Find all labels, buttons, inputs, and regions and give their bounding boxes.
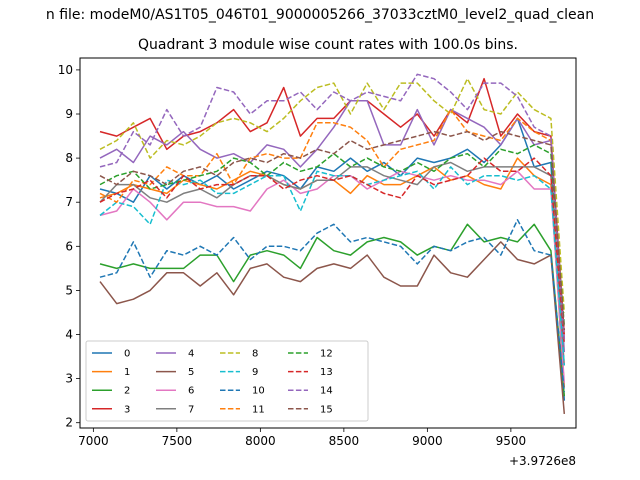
series-line-10 [99,219,566,392]
series-line-12 [99,144,566,326]
series-line-3 [99,77,566,335]
y-tick-label: 10 [58,63,73,77]
legend-frame [85,340,369,422]
plot-area-frame [79,57,577,429]
legend-label-8: 8 [252,349,258,360]
x-tick-label: 9500 [496,434,527,448]
legend-label-0: 0 [124,349,130,360]
series-line-5 [99,241,566,414]
series-line-4 [99,100,566,353]
y-tick-label: 9 [65,107,73,121]
series-layer [99,73,566,414]
series-line-15 [99,130,566,331]
y-tick-label: 3 [65,372,73,386]
x-tick-label: 9000 [412,434,443,448]
x-tick-label: 7500 [162,434,193,448]
series-line-14 [99,73,566,339]
legend-label-13: 13 [320,367,333,378]
series-line-8 [99,77,566,313]
legend-label-9: 9 [252,367,258,378]
legend-label-6: 6 [188,386,194,397]
legend-label-12: 12 [320,349,333,360]
legend-label-4: 4 [188,349,194,360]
x-tick-label: 7000 [78,434,109,448]
series-line-0 [99,117,566,401]
y-tick-label: 2 [65,416,73,430]
y-tick-label: 4 [65,328,73,342]
x-axis-offset-label: +3.9726e8 [509,454,576,468]
x-tick-label: 8500 [329,434,360,448]
axes-title: Quadrant 3 module wise count rates with … [138,37,518,53]
y-tick-label: 6 [65,239,73,253]
x-tick-label: 8000 [245,434,276,448]
legend-label-1: 1 [124,367,130,378]
legend-label-5: 5 [188,367,194,378]
legend-label-3: 3 [124,404,130,415]
x-axis: 7000 7500 8000 8500 9000 9500 [78,428,526,448]
legend-label-7: 7 [188,404,194,415]
legend-label-14: 14 [320,386,333,397]
series-line-13 [99,157,566,344]
legend-label-15: 15 [320,404,333,415]
y-tick-label: 8 [65,151,73,165]
y-tick-label: 5 [65,283,73,297]
y-axis: 2 3 4 5 6 7 8 9 10 [58,63,80,430]
legend-label-11: 11 [252,404,265,415]
figure-suptitle: n file: modeM0/AS1T05_046T01_9000005266_… [46,7,594,23]
series-line-2 [99,223,566,397]
y-tick-label: 7 [65,195,73,209]
legend-label-10: 10 [252,386,265,397]
legend-label-2: 2 [124,386,130,397]
